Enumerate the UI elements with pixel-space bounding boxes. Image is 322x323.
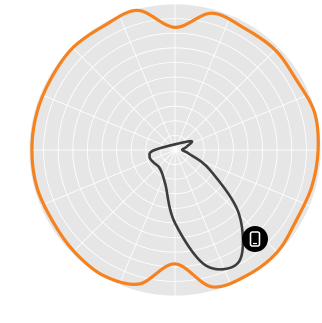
polar-grid [28, 3, 322, 297]
grid-spoke [174, 149, 232, 286]
grid-spoke [174, 93, 311, 151]
series-layer [30, 8, 320, 289]
grid-spoke [118, 14, 176, 151]
grid-spoke [39, 149, 176, 207]
grid-spoke [71, 46, 176, 151]
device-badge [242, 226, 268, 252]
grid-spoke [174, 14, 232, 151]
badge-circle [242, 226, 268, 252]
outer-series-line [30, 8, 320, 289]
grid-spoke [174, 46, 279, 151]
phone-icon [249, 231, 261, 247]
grid-spoke [118, 149, 176, 286]
grid-spoke [39, 93, 176, 151]
inner-series-line [148, 139, 245, 271]
